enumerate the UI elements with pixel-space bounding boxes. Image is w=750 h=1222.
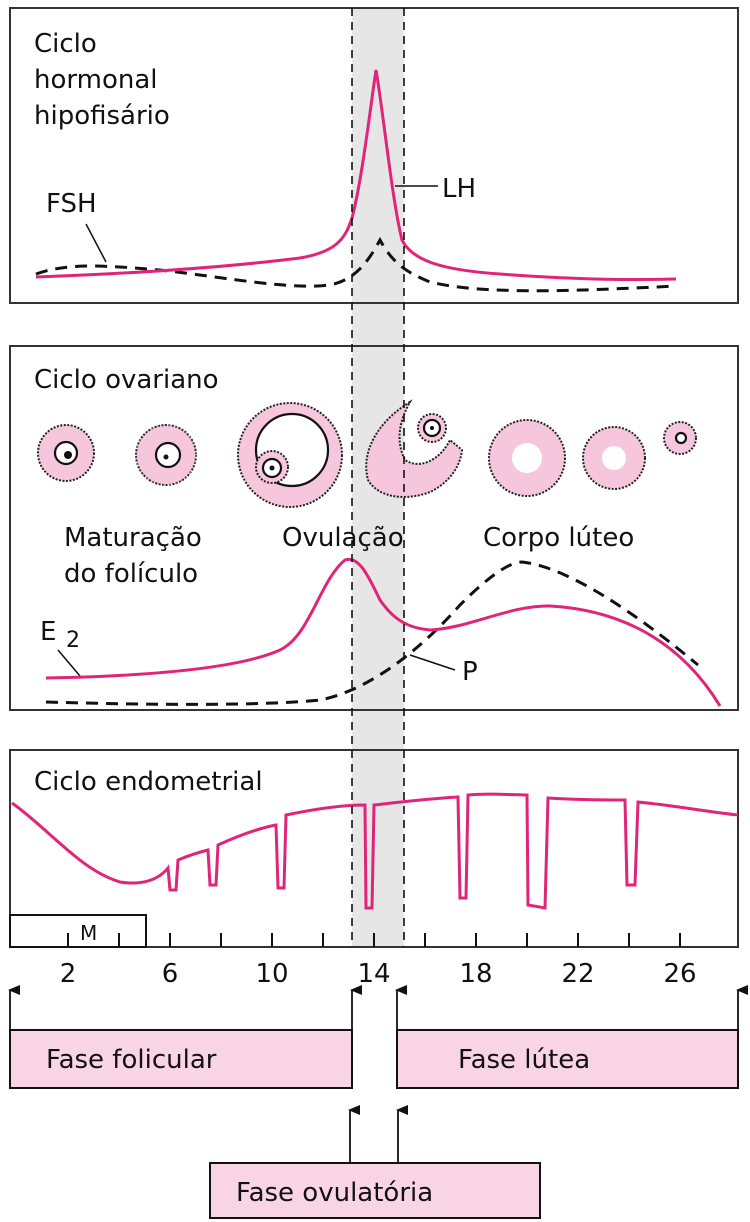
- luteal-phase-label: Fase lútea: [458, 1045, 590, 1075]
- axis-labels: 2 6 10 14 18 22 26: [60, 959, 697, 989]
- lh-label: LH: [442, 174, 476, 204]
- maturation-label-1: Maturação: [64, 523, 202, 553]
- panel3-title: Ciclo endometrial: [34, 767, 263, 797]
- progesterone-curve: [45, 560, 699, 706]
- panel-hormonal: [9, 7, 739, 304]
- maturation-label-2: do folículo: [64, 559, 198, 589]
- e2-label: E: [40, 617, 56, 647]
- estradiol-curve: [45, 557, 722, 707]
- follicular-phase-label: Fase folicular: [46, 1045, 217, 1075]
- lh-curve: [35, 69, 677, 281]
- follicle-images: [37, 399, 697, 508]
- luteal-phase-box: [396, 1029, 739, 1089]
- ovulatory-phase-label: Fase ovulatória: [236, 1178, 433, 1208]
- tick-label: 10: [255, 959, 288, 989]
- follicular-phase-box: [9, 1029, 353, 1089]
- tick-label: 2: [60, 959, 77, 989]
- fsh-label: FSH: [46, 189, 97, 219]
- p-label: P: [462, 657, 478, 687]
- phase-arrows: [8, 985, 748, 1163]
- panel1-title-2: hormonal: [34, 65, 158, 95]
- fsh-curve: [35, 236, 677, 293]
- tick-label: 22: [561, 959, 594, 989]
- menstruation-label: M: [80, 921, 97, 945]
- endometrium-curve: [11, 792, 739, 910]
- tick-label: 14: [357, 959, 390, 989]
- ovulatory-phase-box: [209, 1162, 541, 1219]
- corpus-luteum-label: Corpo lúteo: [483, 523, 634, 553]
- tick-label: 6: [162, 959, 179, 989]
- panel1-title-1: Ciclo: [34, 29, 97, 59]
- menstruation-box: [9, 914, 147, 948]
- tick-label: 26: [663, 959, 696, 989]
- panel2-title: Ciclo ovariano: [34, 365, 219, 395]
- panel-ovarian: [9, 345, 739, 711]
- ovulation-label: Ovulação: [282, 523, 404, 553]
- tick-label: 18: [459, 959, 492, 989]
- e2-subscript: 2: [66, 628, 80, 653]
- axis-ticks: [67, 933, 681, 947]
- panel1-title-3: hipofisário: [34, 101, 170, 131]
